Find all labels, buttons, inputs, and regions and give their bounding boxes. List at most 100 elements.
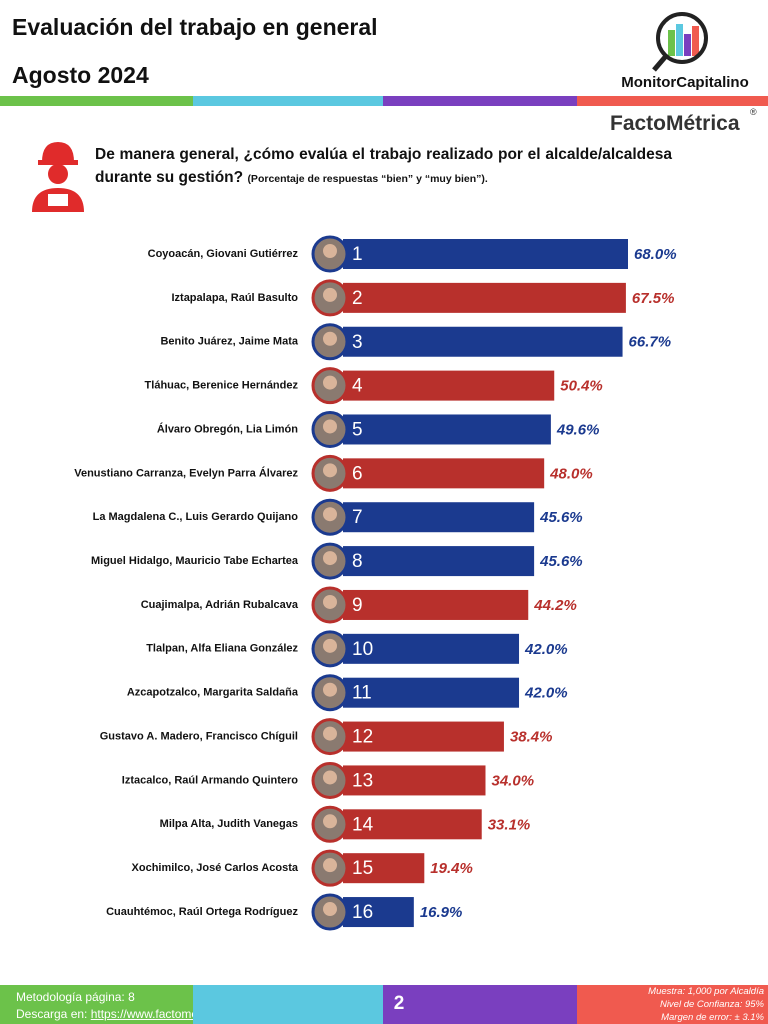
value-label: 34.0% bbox=[492, 772, 535, 789]
bar bbox=[343, 765, 486, 796]
bar bbox=[343, 853, 425, 884]
category-label: Iztacalco, Raúl Armando Quintero bbox=[122, 774, 299, 786]
worker-icon bbox=[32, 142, 84, 212]
stripe bbox=[193, 96, 383, 106]
error: Margen de error: ± 3.1% bbox=[661, 1012, 764, 1023]
brand-mark: ® bbox=[750, 107, 757, 117]
footer-block: 2 bbox=[383, 985, 577, 1024]
value-label: 44.2% bbox=[533, 597, 577, 614]
bar bbox=[343, 326, 623, 357]
footer-block: Muestra: 1,000 por Alcaldía Nivel de Con… bbox=[577, 985, 768, 1024]
avatar-face bbox=[323, 902, 337, 917]
bar bbox=[343, 809, 482, 840]
value-label: 16.9% bbox=[420, 904, 463, 921]
rank: 11 bbox=[352, 683, 372, 704]
avatar-face bbox=[323, 682, 337, 697]
avatar-face bbox=[323, 726, 337, 741]
rank: 4 bbox=[352, 376, 363, 397]
avatar-face bbox=[323, 770, 337, 785]
rank: 12 bbox=[352, 727, 373, 748]
avatar-face bbox=[323, 463, 337, 478]
confidence: Nivel de Confianza: 95% bbox=[659, 999, 764, 1010]
rank: 7 bbox=[352, 507, 363, 528]
download-label: Descarga en: bbox=[16, 1007, 88, 1021]
bar bbox=[343, 897, 414, 928]
avatar-face bbox=[323, 814, 337, 829]
category-label: Álvaro Obregón, Lia Limón bbox=[157, 422, 298, 435]
category-label: Gustavo A. Madero, Francisco Chíguil bbox=[100, 730, 298, 742]
rank: 9 bbox=[352, 595, 363, 616]
value-label: 45.6% bbox=[539, 509, 583, 526]
value-label: 38.4% bbox=[510, 729, 553, 746]
rank: 5 bbox=[352, 419, 363, 440]
value-label: 48.0% bbox=[549, 465, 593, 482]
page-title: Evaluación del trabajo en general bbox=[12, 14, 378, 40]
rank: 6 bbox=[352, 463, 363, 484]
bar bbox=[343, 282, 626, 313]
footer-block: Metodología página: 8 Descarga en: https… bbox=[0, 985, 247, 1024]
logo-icon bbox=[652, 12, 708, 72]
category-label: Cuauhtémoc, Raúl Ortega Rodríguez bbox=[106, 906, 298, 918]
bar bbox=[343, 721, 504, 752]
avatar-face bbox=[323, 638, 337, 653]
value-label: 66.7% bbox=[629, 334, 672, 351]
rank: 10 bbox=[352, 639, 373, 660]
brand: FactoMétrica bbox=[610, 112, 740, 135]
avatar-face bbox=[323, 551, 337, 566]
category-label: Tlalpan, Alfa Eliana González bbox=[146, 643, 298, 655]
category-label: Cuajimalpa, Adrián Rubalcava bbox=[141, 599, 299, 611]
logo-text: MonitorCapitalino bbox=[621, 74, 749, 91]
avatar-face bbox=[323, 244, 337, 258]
avatar-face bbox=[323, 858, 337, 873]
bar bbox=[343, 370, 555, 401]
stripe bbox=[577, 96, 768, 106]
page-number: 2 bbox=[393, 993, 405, 1014]
rank: 3 bbox=[352, 332, 363, 353]
value-label: 19.4% bbox=[430, 860, 473, 877]
stripe bbox=[383, 96, 577, 106]
value-label: 45.6% bbox=[539, 553, 583, 570]
category-label: Iztapalapa, Raúl Basulto bbox=[171, 292, 298, 304]
category-label: Azcapotzalco, Margarita Saldaña bbox=[127, 687, 299, 699]
stripe bbox=[0, 96, 193, 106]
bar bbox=[343, 458, 545, 489]
avatar-face bbox=[323, 419, 337, 434]
rank: 15 bbox=[352, 858, 373, 879]
avatar-face bbox=[323, 594, 337, 609]
bar bbox=[343, 546, 535, 577]
category-label: Benito Juárez, Jaime Mata bbox=[160, 336, 298, 348]
value-label: 42.0% bbox=[524, 641, 568, 658]
avatar-face bbox=[323, 287, 337, 302]
value-label: 42.0% bbox=[524, 685, 568, 702]
category-label: Coyoacán, Giovani Gutiérrez bbox=[148, 248, 299, 260]
category-label: Xochimilco, José Carlos Acosta bbox=[132, 862, 299, 874]
value-label: 49.6% bbox=[556, 421, 600, 438]
bar bbox=[343, 414, 551, 445]
value-label: 67.5% bbox=[632, 290, 675, 307]
category-label: Venustiano Carranza, Evelyn Parra Álvare… bbox=[74, 466, 298, 479]
bar bbox=[343, 589, 529, 620]
methodology: Metodología página: 8 bbox=[16, 990, 135, 1004]
rank: 13 bbox=[352, 770, 373, 791]
bar bbox=[343, 677, 520, 708]
rank: 8 bbox=[352, 551, 363, 572]
avatar-face bbox=[323, 507, 337, 522]
rank: 2 bbox=[352, 288, 363, 309]
bar bbox=[343, 239, 628, 269]
category-label: Tláhuac, Berenice Hernández bbox=[145, 380, 299, 392]
bar bbox=[343, 502, 535, 533]
category-label: Milpa Alta, Judith Vanegas bbox=[160, 818, 298, 830]
rank: 1 bbox=[352, 244, 363, 265]
sample: Muestra: 1,000 por Alcaldía bbox=[648, 986, 764, 997]
question-note: (Porcentaje de respuestas “bien” y “muy … bbox=[247, 173, 488, 185]
value-label: 68.0% bbox=[634, 246, 677, 263]
question: De manera general, ¿cómo evalúa el traba… bbox=[95, 143, 672, 191]
rank: 16 bbox=[352, 902, 373, 923]
value-label: 50.4% bbox=[560, 378, 603, 395]
avatar-face bbox=[323, 331, 337, 346]
footer-block bbox=[193, 985, 383, 1024]
rank: 14 bbox=[352, 814, 374, 835]
chart: Coyoacán, Giovani Gutiérrez 1 68.0% Iztapal… bbox=[74, 235, 677, 931]
question-text: De manera general, ¿cómo evalúa el traba… bbox=[95, 146, 672, 186]
